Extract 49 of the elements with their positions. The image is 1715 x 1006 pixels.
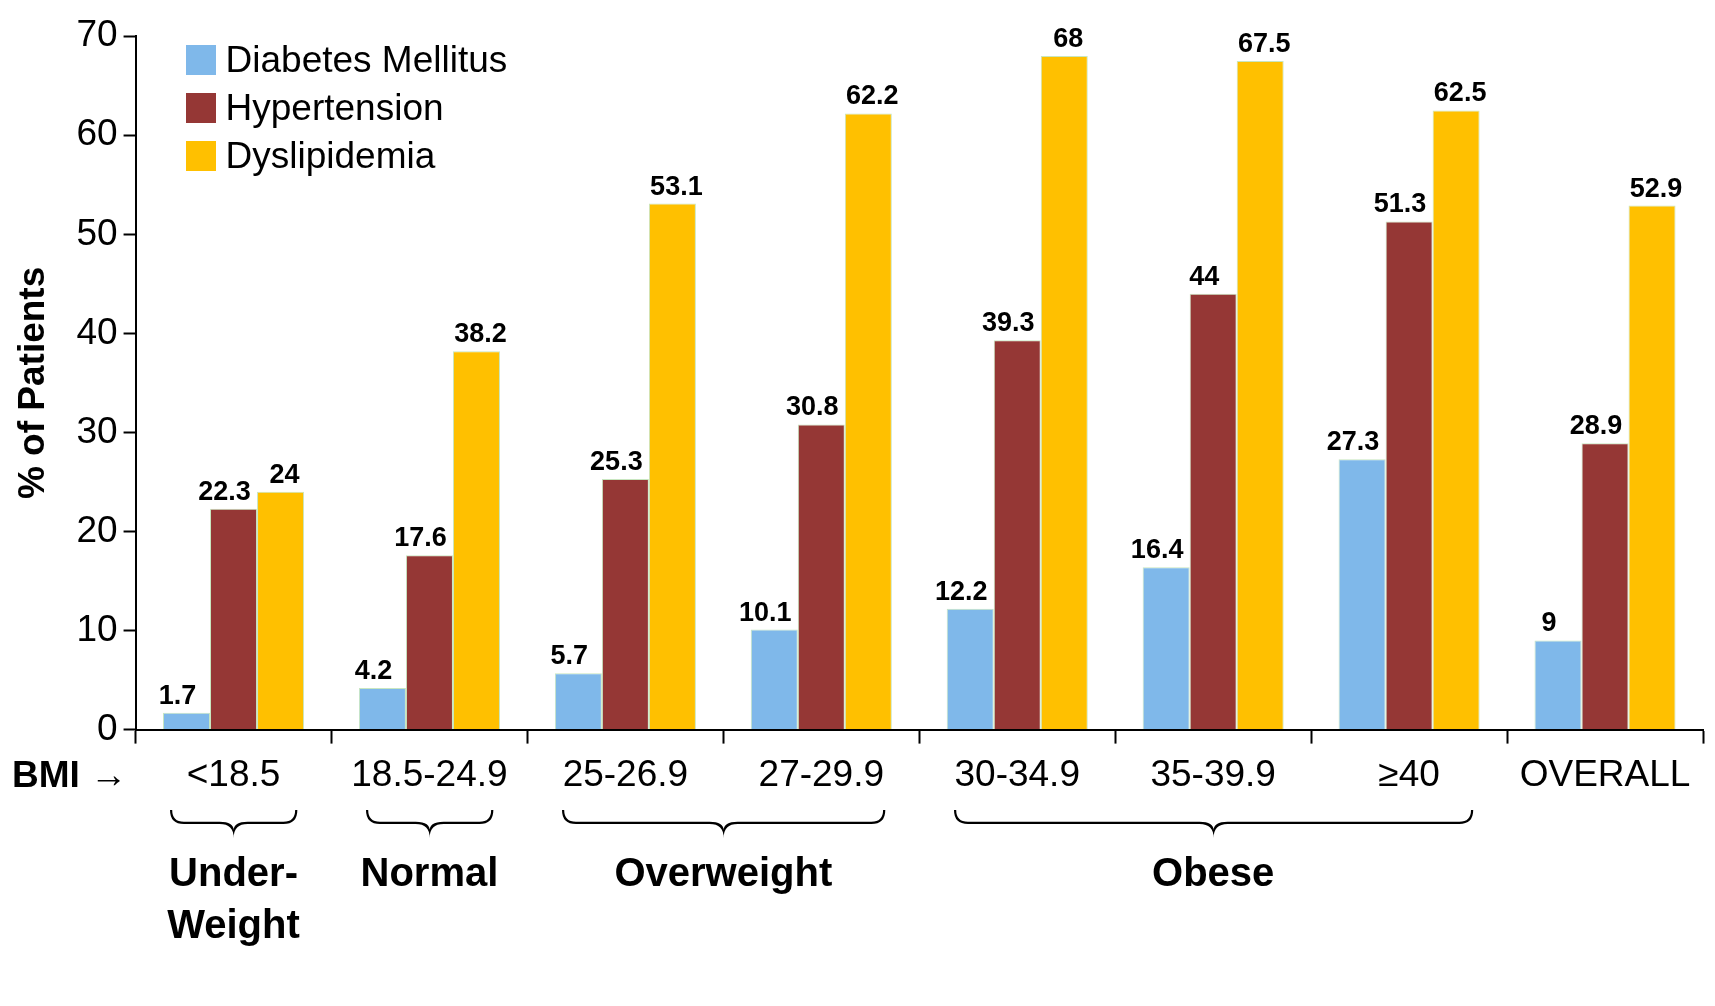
data-label: 51.3 (1373, 188, 1427, 219)
data-label: 30.8 (786, 391, 839, 422)
y-axis-title: % of Patients (11, 266, 53, 500)
data-label: 67.5 (1237, 27, 1291, 58)
y-tick-label: 20 (76, 508, 118, 550)
data-label: 17.6 (394, 522, 447, 553)
legend-label: Diabetes Mellitus (225, 38, 508, 83)
x-tick-label: 30-34.9 (954, 753, 1080, 794)
x-tick-label: 27-29.9 (758, 753, 885, 794)
data-label: 53.1 (650, 170, 703, 201)
text: Obese (1151, 848, 1276, 896)
data-label: 1.7 (158, 679, 197, 710)
y-tick-label: 70 (76, 13, 118, 55)
legend-label: Hypertension (225, 86, 444, 131)
text: Overweight (613, 848, 834, 896)
x-tick-label: <18.5 (186, 753, 281, 794)
x-tick-label: 25-26.9 (562, 753, 689, 794)
data-label: 68 (1053, 22, 1084, 53)
data-label: 4.2 (354, 654, 393, 685)
data-label: 22.3 (198, 475, 251, 506)
y-tick-label: 10 (76, 607, 118, 649)
data-label: 5.7 (550, 640, 589, 671)
data-label: 24 (269, 458, 300, 489)
x-tick-label: ≥40 (1378, 753, 1440, 794)
y-tick-label: 50 (76, 211, 118, 253)
data-label: 27.3 (1326, 426, 1380, 457)
legend-label: Dyslipidemia (225, 134, 436, 179)
text: Under- Weight (167, 849, 300, 946)
data-label: 12.2 (934, 575, 988, 606)
data-label: 28.9 (1569, 410, 1623, 441)
data-label: 52.9 (1629, 172, 1683, 203)
data-label: 62.5 (1433, 77, 1487, 108)
data-label: 39.3 (981, 307, 1035, 338)
data-label: 62.2 (846, 80, 899, 111)
data-label: 25.3 (590, 445, 643, 476)
x-tick-label: 35-39.9 (1150, 753, 1276, 794)
data-label: 38.2 (454, 318, 507, 349)
x-axis-title: BMI → (12, 753, 128, 796)
x-tick-label: OVERALL (1519, 753, 1691, 794)
text: Normal (360, 849, 499, 894)
y-tick-label: 30 (76, 409, 118, 451)
data-label: 44 (1189, 260, 1220, 291)
y-tick-label: 40 (76, 310, 118, 352)
y-tick-label: 60 (76, 112, 118, 154)
y-tick-label: 0 (96, 706, 118, 748)
x-tick-label: 18.5-24.9 (351, 753, 508, 794)
data-label: 10.1 (739, 596, 792, 627)
data-label: 9 (1541, 607, 1557, 638)
data-label: 16.4 (1130, 534, 1184, 565)
